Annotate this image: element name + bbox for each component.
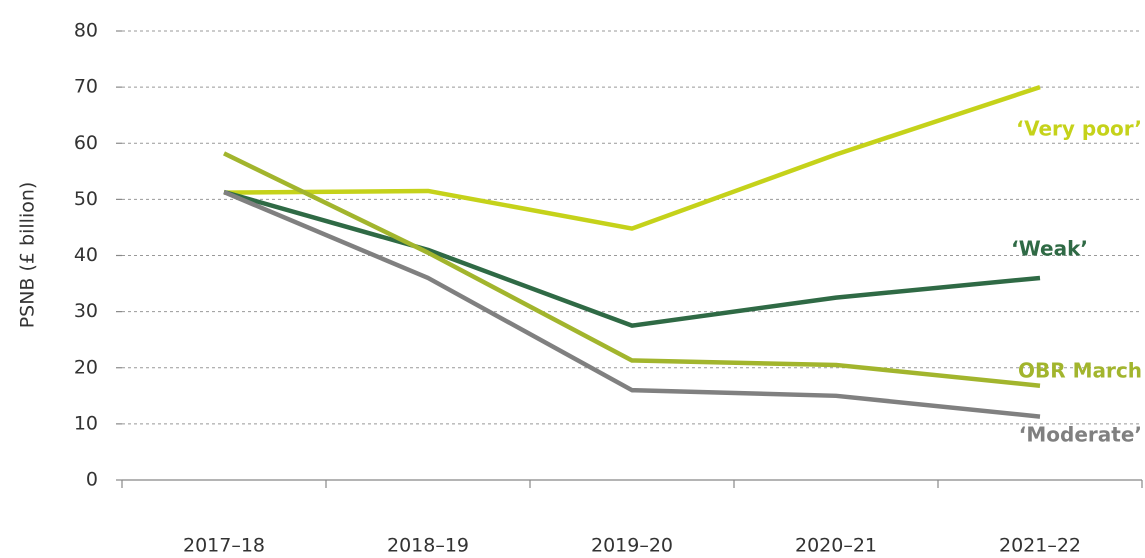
x-tick-label: 2020–21 xyxy=(795,535,877,557)
series-label: ‘Very poor’ xyxy=(1016,117,1142,141)
series-line xyxy=(223,189,1041,328)
x-tick-label: 2018–19 xyxy=(387,535,469,557)
y-tick-label: 0 xyxy=(86,469,98,491)
series-label: ‘Weak’ xyxy=(1011,237,1088,261)
y-axis-label: PSNB (£ billion) xyxy=(17,182,39,329)
series-line xyxy=(223,84,1041,231)
series-label: ‘Moderate’ xyxy=(1019,423,1142,447)
y-tick-label: 30 xyxy=(74,300,98,322)
y-tick-label: 80 xyxy=(74,20,98,42)
y-tick-label: 20 xyxy=(74,356,98,378)
y-tick-label: 40 xyxy=(74,244,98,266)
series-label: OBR March xyxy=(1018,359,1142,383)
x-tick-label: 2019–20 xyxy=(591,535,673,557)
x-tick-label: 2017–18 xyxy=(183,535,265,557)
y-tick-label: 60 xyxy=(74,132,98,154)
y-tick-label: 70 xyxy=(74,76,98,98)
series-line xyxy=(223,190,1041,419)
y-tick-label: 10 xyxy=(74,412,98,434)
y-tick-label: 50 xyxy=(74,188,98,210)
series-line xyxy=(223,151,1041,388)
x-tick-label: 2021–22 xyxy=(999,535,1081,557)
